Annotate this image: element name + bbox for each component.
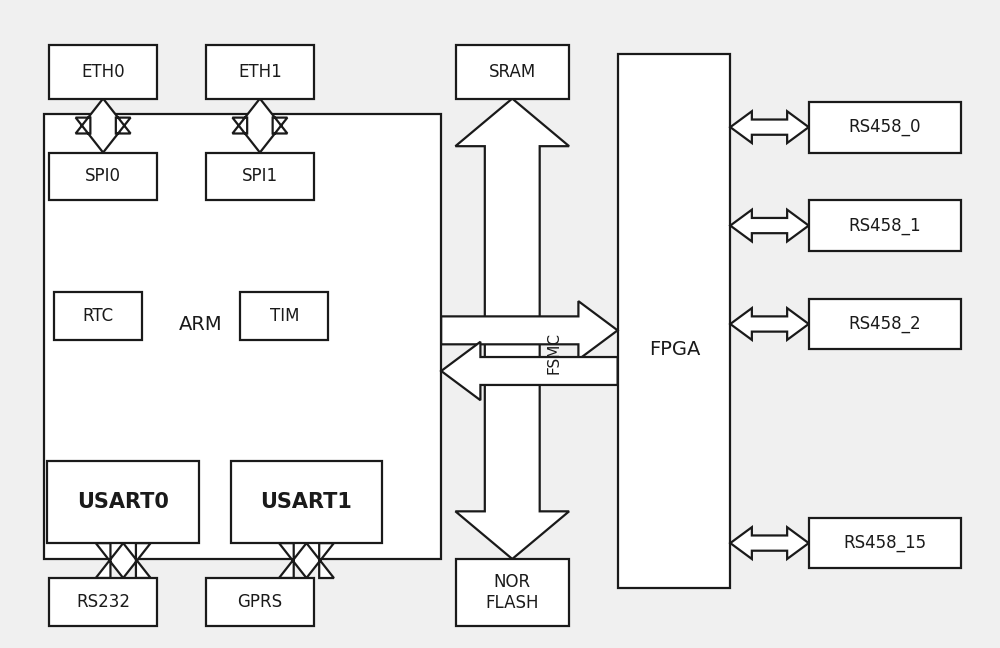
Bar (456, 45, 569, 98)
Bar (809, 102, 961, 152)
Polygon shape (455, 98, 569, 559)
Bar (49, 152, 157, 200)
Bar (206, 152, 314, 200)
Bar (240, 292, 328, 340)
Polygon shape (441, 341, 618, 400)
Polygon shape (232, 98, 287, 152)
Polygon shape (730, 111, 809, 143)
Polygon shape (441, 301, 618, 360)
Bar (49, 578, 157, 626)
Text: RS458_15: RS458_15 (843, 534, 926, 552)
Bar (809, 518, 961, 568)
Polygon shape (76, 98, 131, 152)
Text: TIM: TIM (270, 307, 299, 325)
Text: FSMC: FSMC (546, 332, 561, 374)
Bar (206, 45, 314, 98)
Bar (809, 200, 961, 251)
Text: FPGA: FPGA (649, 340, 700, 359)
Text: NOR
FLASH: NOR FLASH (486, 573, 539, 612)
Polygon shape (279, 543, 334, 578)
Text: SPI1: SPI1 (242, 167, 278, 185)
Bar (44, 115, 441, 559)
Text: SRAM: SRAM (489, 63, 536, 80)
Polygon shape (730, 308, 809, 340)
Bar (456, 559, 569, 626)
Text: USART0: USART0 (77, 492, 169, 512)
Bar (49, 45, 157, 98)
Bar (809, 299, 961, 349)
Text: RS458_1: RS458_1 (848, 216, 921, 235)
Text: SPI0: SPI0 (85, 167, 121, 185)
Text: RTC: RTC (83, 307, 114, 325)
Text: GPRS: GPRS (237, 593, 282, 611)
Text: ARM: ARM (179, 314, 223, 334)
Bar (230, 461, 382, 543)
Text: RS458_0: RS458_0 (848, 118, 921, 136)
Bar (206, 578, 314, 626)
Bar (54, 292, 142, 340)
Bar (47, 461, 199, 543)
Text: RS232: RS232 (76, 593, 130, 611)
Text: ETH0: ETH0 (81, 63, 125, 80)
Text: RS458_2: RS458_2 (848, 315, 921, 333)
Text: USART1: USART1 (261, 492, 352, 512)
Polygon shape (730, 210, 809, 242)
Text: ETH1: ETH1 (238, 63, 282, 80)
Polygon shape (96, 543, 151, 578)
Polygon shape (730, 527, 809, 559)
Bar (618, 54, 730, 588)
